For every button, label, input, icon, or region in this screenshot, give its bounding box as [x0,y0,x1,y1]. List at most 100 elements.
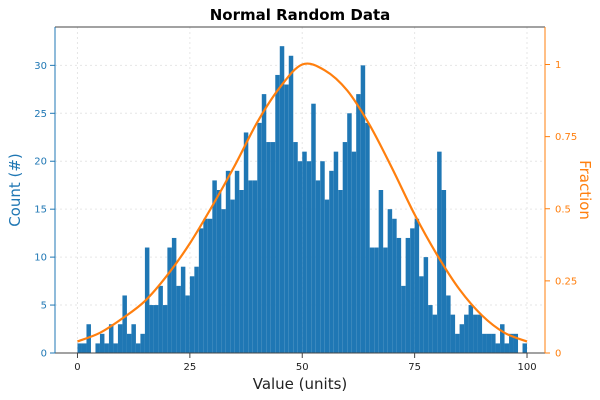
histogram-bar [95,343,100,353]
histogram-bar [81,343,87,353]
histogram-bar [108,324,114,353]
histogram-bar [293,142,298,353]
histogram-bar [500,324,505,353]
histogram-bar [360,65,366,354]
histogram-bar [351,151,357,353]
histogram-bar [135,343,141,353]
histogram-bar [302,151,307,353]
histogram-bar [279,46,285,353]
ticks-layer: 0 25 50 75 100 0 5 10 15 20 25 30 0 0.25 0.5 0.75 1 [34,60,577,373]
histogram-bar [207,218,213,353]
histogram-bar [365,122,370,353]
histogram-bar [338,190,343,353]
histogram-bar [464,314,469,353]
histogram-bar [77,343,82,353]
histogram-bar [428,305,433,353]
histogram-bar [396,237,402,353]
histogram-bar [320,161,325,353]
histogram-bar [374,247,379,353]
histogram-bar [180,266,186,353]
histogram-bar [495,343,501,353]
histogram-bar [248,180,253,353]
histogram-bar [225,170,231,353]
histogram-bar [167,247,172,353]
histogram-bar [230,199,235,353]
histogram-bar [504,343,510,353]
histogram-bar [482,333,487,353]
histogram-bar [216,190,222,353]
y-tick-label-left: 15 [34,205,47,216]
histogram-bar [104,343,109,353]
x-tick-label: 75 [408,362,421,373]
y-tick-label-right: 0.75 [555,132,577,143]
histogram-bar [266,142,271,353]
bars-layer [77,46,528,354]
y-tick-label-right: 0 [555,349,561,360]
histogram-bar [117,324,123,353]
chart-title: Normal Random Data [210,6,390,24]
histogram-bar [158,285,163,353]
histogram-bar [473,314,478,353]
histogram-bar [288,55,294,353]
histogram-bar [459,324,465,353]
histogram-bar [491,333,496,353]
y-tick-label-left: 5 [41,301,47,312]
histogram-bar [311,103,316,354]
histogram-bar [306,161,312,353]
histogram-bar [486,333,492,353]
y-tick-label-right: 0.5 [555,204,571,215]
histogram-bar [356,94,361,353]
histogram-bar [284,84,289,353]
histogram-bar [126,333,132,353]
y-axis-label-left: Count (#) [6,153,24,227]
histogram-bar [257,122,262,353]
histogram-bar [171,237,177,353]
histogram-bar [198,228,204,353]
histogram-bar [252,180,258,353]
histogram-bar [324,199,330,353]
histogram-bar [234,170,240,353]
histogram-bar [239,190,244,353]
histogram-bar [122,295,127,353]
histogram-bar [203,218,208,353]
histogram-bar [113,343,118,353]
y-tick-label-left: 25 [34,109,47,120]
histogram-bar [387,209,393,353]
y-tick-label-left: 20 [34,157,47,168]
histogram-bar [468,305,474,353]
histogram-bar [437,151,442,353]
histogram-bar [329,170,334,353]
histogram-bar [513,333,519,353]
histogram-bar [131,324,136,353]
series-fraction-curve [77,62,528,343]
histogram-bar [509,333,514,353]
histogram-bar [297,161,303,353]
histogram-bar [405,237,411,353]
histogram-bar [315,180,321,353]
histogram-bar [446,295,451,353]
histogram-bar [419,276,424,353]
histogram-bar [450,314,456,353]
histogram-bar [140,333,145,353]
histogram-bar [270,142,276,353]
histogram-bar [275,74,280,354]
histogram-bar [347,113,352,353]
histogram-bar [455,333,460,353]
histogram-bar [149,305,154,353]
histogram-bar [392,218,397,353]
histogram-bar [243,132,249,353]
histogram-bar [185,295,190,353]
x-tick-label: 50 [296,362,309,373]
x-tick-label: 100 [517,362,536,373]
histogram-bar [414,218,420,353]
histogram-bar [153,305,159,353]
histogram-bar [477,314,483,353]
y-tick-label-left: 10 [34,253,47,264]
histogram-bar [522,343,528,353]
y-tick-label-left: 30 [34,61,47,72]
histogram-bar [342,142,348,353]
histogram-bar [212,180,217,353]
histogram-bar [441,190,447,353]
